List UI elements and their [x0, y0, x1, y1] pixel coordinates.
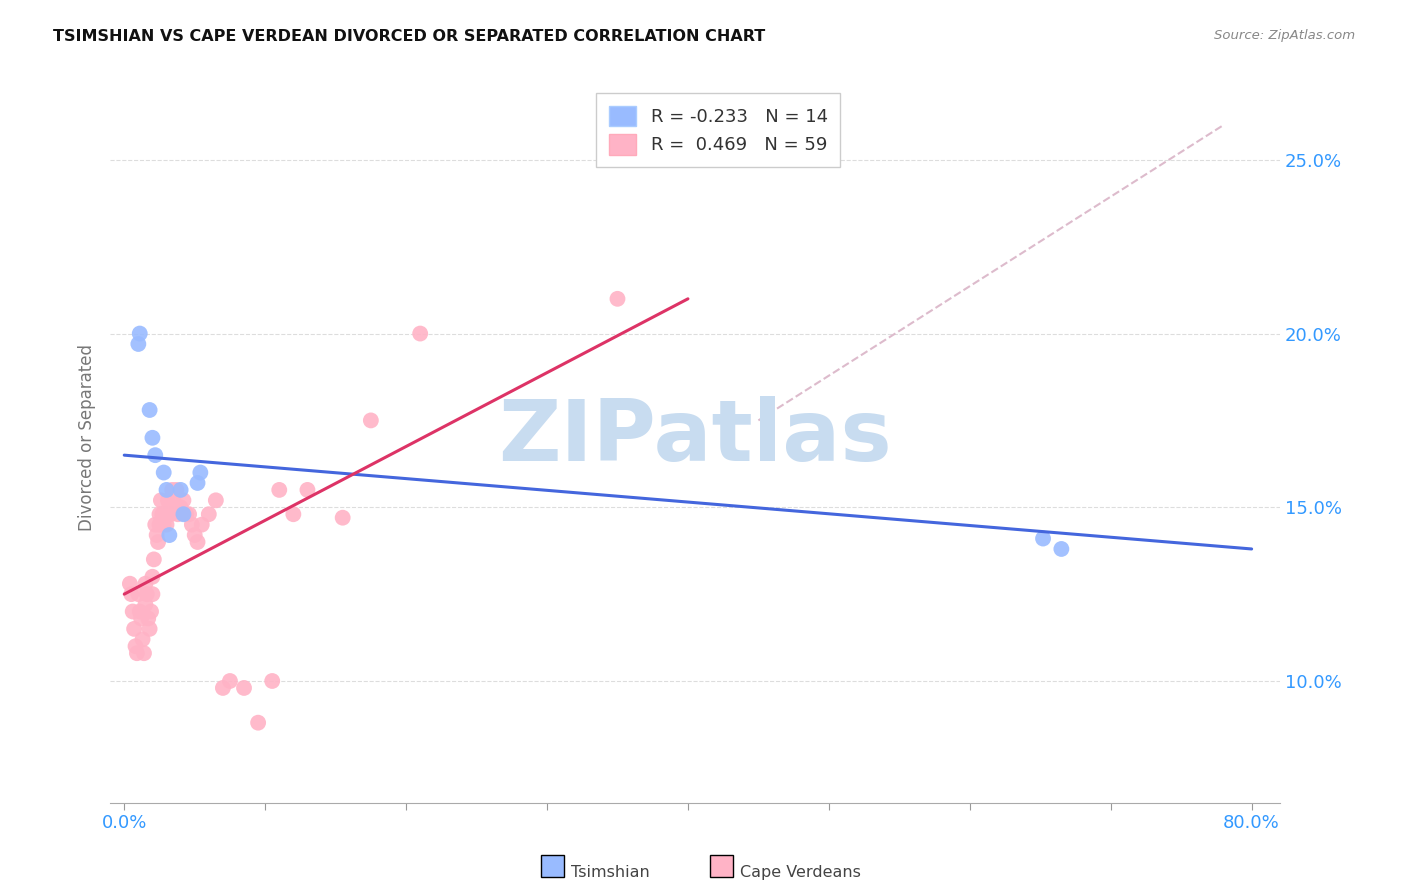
Point [146, 535, 169, 549]
Point [606, 292, 628, 306]
Point [186, 475, 208, 490]
Point [145, 528, 167, 542]
Point [129, 611, 152, 625]
Point [188, 466, 211, 480]
Point [135, 587, 157, 601]
Point [141, 570, 163, 584]
Point [136, 611, 159, 625]
Point [127, 337, 149, 351]
Point [118, 576, 141, 591]
Point [127, 587, 149, 601]
Point [262, 673, 284, 688]
Point [1032, 532, 1054, 546]
Point [124, 639, 146, 653]
Point [212, 681, 235, 695]
Point [198, 507, 221, 521]
Point [132, 646, 155, 660]
Point [172, 507, 194, 521]
Text: Source: ZipAtlas.com: Source: ZipAtlas.com [1215, 29, 1355, 42]
Point [177, 507, 200, 521]
Point [219, 673, 242, 688]
Point [159, 507, 181, 521]
Point [160, 483, 183, 497]
Point [409, 326, 432, 341]
Text: TSIMSHIAN VS CAPE VERDEAN DIVORCED OR SEPARATED CORRELATION CHART: TSIMSHIAN VS CAPE VERDEAN DIVORCED OR SE… [53, 29, 766, 44]
Point [166, 507, 188, 521]
Point [155, 483, 177, 497]
Point [122, 622, 145, 636]
Point [121, 605, 143, 619]
Point [138, 403, 160, 417]
Point [174, 507, 197, 521]
Point [138, 622, 160, 636]
Point [143, 448, 166, 462]
Point [131, 632, 153, 647]
Point [156, 493, 179, 508]
Point [157, 528, 180, 542]
Point [149, 493, 172, 508]
Y-axis label: Divorced or Separated: Divorced or Separated [79, 344, 96, 532]
Point [141, 587, 163, 601]
Point [180, 517, 202, 532]
Point [142, 552, 165, 566]
Point [205, 493, 228, 508]
Point [139, 605, 162, 619]
Point [148, 517, 170, 532]
Point [152, 517, 174, 532]
Point [1050, 541, 1073, 556]
Point [152, 466, 174, 480]
Legend: R = -0.233   N = 14, R =  0.469   N = 59: R = -0.233 N = 14, R = 0.469 N = 59 [596, 93, 841, 167]
Point [186, 535, 208, 549]
Point [162, 493, 184, 508]
Point [360, 413, 382, 427]
Point [141, 431, 163, 445]
Point [120, 587, 142, 601]
Point [134, 576, 156, 591]
Point [190, 517, 212, 532]
Point [125, 646, 148, 660]
Point [233, 681, 256, 695]
Point [169, 483, 191, 497]
Point [148, 507, 170, 521]
Point [172, 493, 194, 508]
Point [134, 598, 156, 612]
Text: ZIPatlas: ZIPatlas [498, 396, 891, 479]
Point [297, 483, 319, 497]
Point [128, 326, 150, 341]
Point [155, 517, 177, 532]
Point [157, 500, 180, 515]
Point [269, 483, 291, 497]
Point [143, 517, 166, 532]
Point [247, 715, 270, 730]
Point [153, 507, 176, 521]
Point [128, 605, 150, 619]
Point [283, 507, 305, 521]
Text: Tsimshian: Tsimshian [571, 865, 650, 880]
Point [183, 528, 205, 542]
Point [165, 483, 187, 497]
Point [169, 500, 191, 515]
Point [150, 507, 173, 521]
Point [332, 510, 354, 524]
Text: Cape Verdeans: Cape Verdeans [740, 865, 860, 880]
